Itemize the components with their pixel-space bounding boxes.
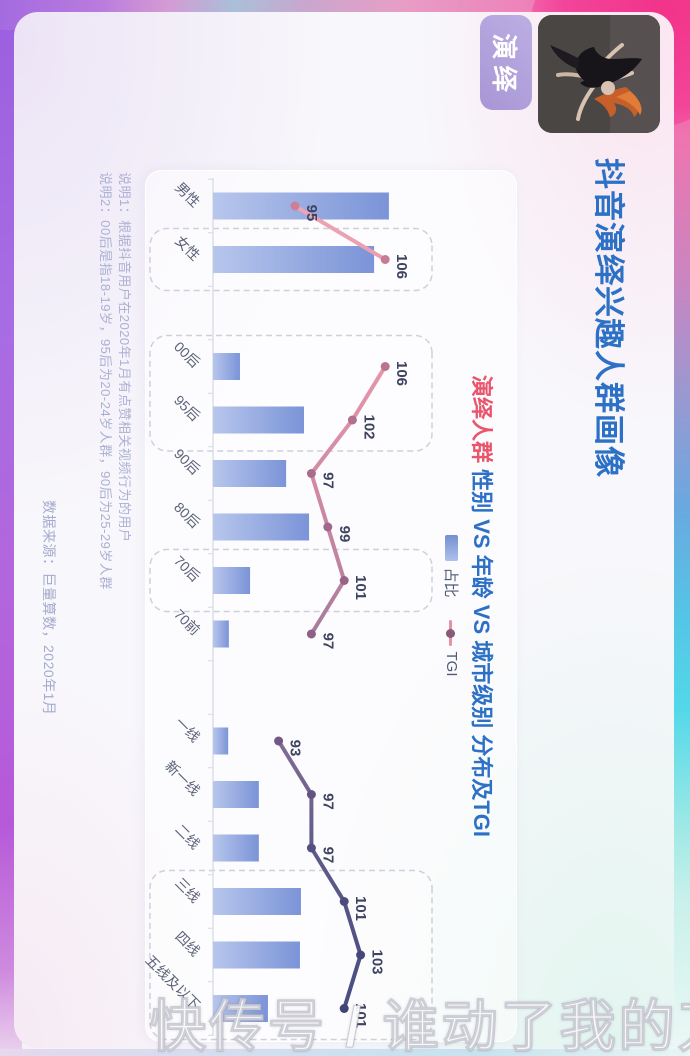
page-title: 抖音演绎兴趣人群画像 [591,158,626,478]
chart-subtitle: 演绎人群 性别 VS 年龄 VS 城市级别 分布及TGI [467,171,499,1041]
legend-bar-label: 占比 [442,567,459,598]
chart-card: 演绎人群 性别 VS 年龄 VS 城市级别 分布及TGI 占比 TGI [145,170,517,1042]
category-tag: 演绎 [480,15,532,110]
dancer-illustration [538,15,660,133]
legend-line-swatch-icon [445,619,458,646]
frame-gradient-bottom [0,1049,690,1056]
data-source: 数据来源：巨量算数，2020年1月 [41,500,57,716]
footnotes: 说明1：根据抖音用户在2020年1月有点赞相关视频行为的用户 说明2：00后是指… [96,172,134,590]
footnote-1: 说明1：根据抖音用户在2020年1月有点赞相关视频行为的用户 [117,172,132,543]
footnote-2: 说明2：00后是指18-19岁，95后为20-24岁人群，90后为25-29岁人… [98,172,113,590]
chart-subtitle-highlight: 演绎人群 [469,374,494,463]
dancer-photo [538,15,660,133]
legend-line-label: TGI [443,651,460,677]
legend-item-share: 占比 [441,535,462,598]
watermark: 快传号 / 谁动了我的刀 [150,995,690,1056]
legend-item-tgi: TGI [443,619,460,677]
legend-bar-swatch-icon [445,535,458,562]
category-tag-label: 演绎 [489,33,520,98]
chart-subtitle-rest: 性别 VS 年龄 VS 城市级别 分布及TGI [469,462,494,838]
chart-legend: 占比 TGI [441,171,462,1041]
